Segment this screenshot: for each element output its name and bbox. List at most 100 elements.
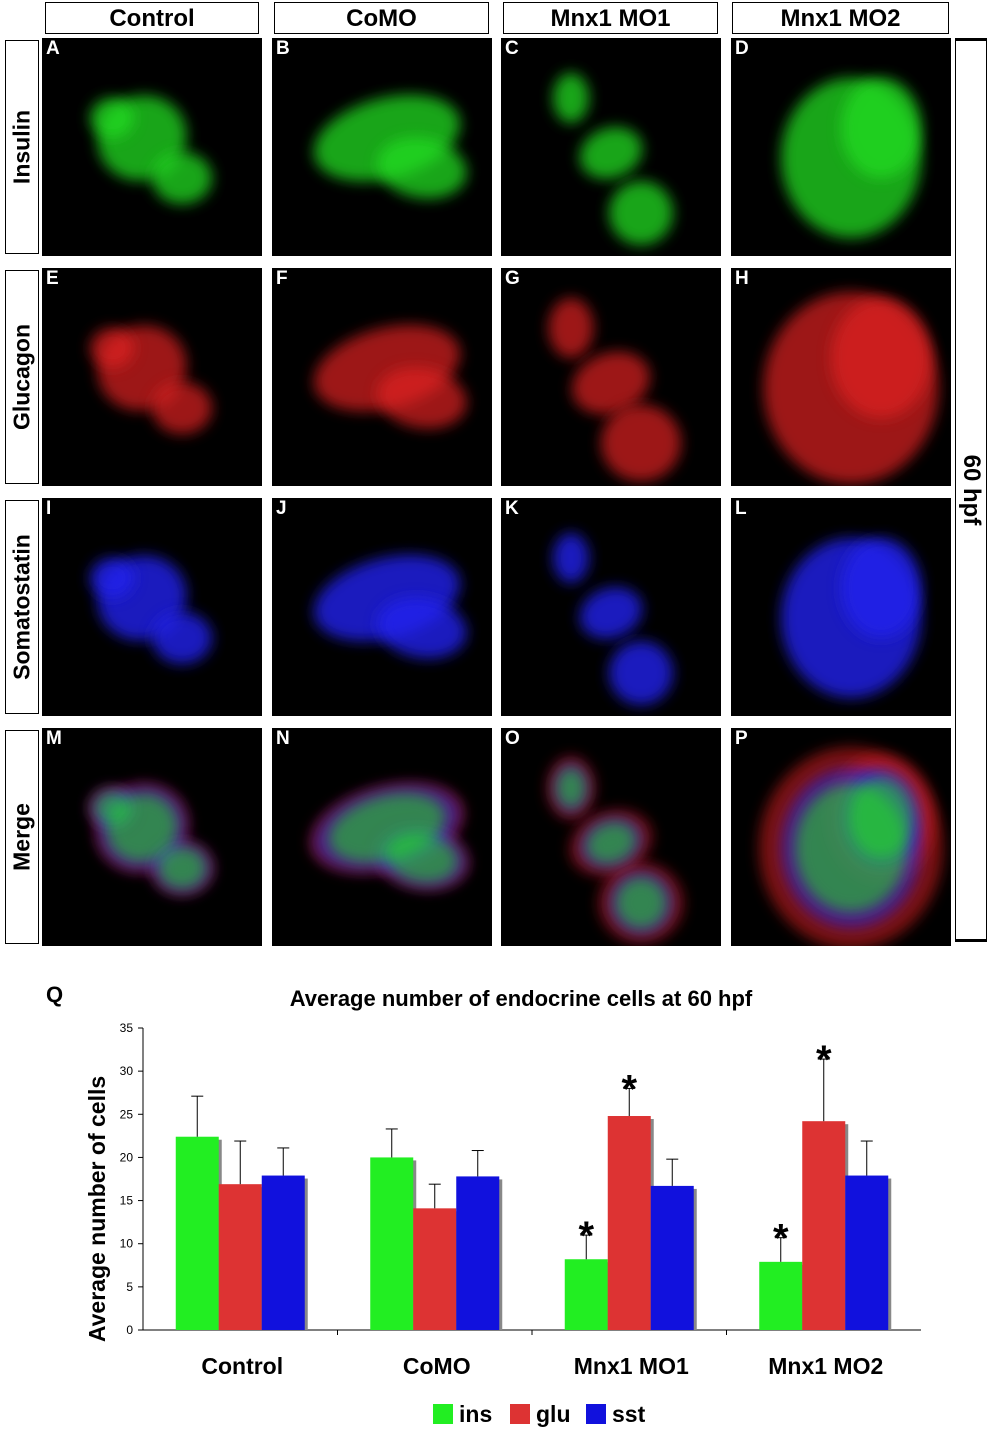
- signal-blob: [841, 538, 921, 638]
- micrograph-image: [781, 78, 921, 238]
- y-tick-label: 0: [126, 1323, 133, 1337]
- micrograph-image: [313, 324, 467, 429]
- column-header-3: Mnx1 MO2: [732, 2, 949, 34]
- column-header-1: CoMO: [274, 2, 489, 34]
- micrograph-image: [759, 747, 943, 946]
- y-tick-label: 35: [120, 1021, 134, 1035]
- signal-blob: [90, 328, 134, 368]
- micrograph-image: [763, 292, 939, 484]
- stage-label: 60 hpf: [958, 454, 985, 526]
- micrograph-panel: H: [731, 268, 951, 486]
- signal-blob: [152, 382, 212, 434]
- signal-blob: [90, 558, 134, 598]
- signal-blob: [548, 298, 594, 358]
- panel-letter: L: [735, 498, 747, 519]
- micrograph-panel: A: [42, 38, 262, 256]
- significance-star: *: [621, 1067, 637, 1111]
- panel-letter: N: [276, 728, 290, 749]
- bar-ins: [564, 1259, 608, 1330]
- micrograph-panel: L: [731, 498, 951, 716]
- micrograph-panel: K: [501, 498, 721, 716]
- legend-swatch-sst: [586, 1404, 606, 1424]
- micrograph-image: [553, 73, 673, 245]
- panel-letter: G: [505, 268, 520, 289]
- panel-letter: J: [276, 498, 287, 519]
- micrograph-image: [547, 756, 683, 944]
- micrograph-image: [90, 555, 212, 664]
- signal-blob: [831, 298, 931, 418]
- panel-letter: C: [505, 38, 519, 59]
- legend-label-sst: sst: [612, 1401, 646, 1427]
- bar-sst: [261, 1175, 305, 1330]
- micrograph-image: [313, 554, 467, 659]
- bar-ins: [370, 1157, 414, 1330]
- y-tick-label: 30: [120, 1064, 134, 1078]
- panel-letter: I: [46, 498, 52, 519]
- row-label-3: Merge: [5, 730, 39, 944]
- row-label-1: Glucagon: [5, 270, 39, 484]
- row-label-text: Insulin: [8, 109, 35, 185]
- micrograph-image: [781, 538, 921, 698]
- signal-blob: [377, 137, 467, 199]
- bar-ins: [175, 1136, 219, 1330]
- signal-blob: [849, 778, 913, 858]
- row-label-text: Merge: [8, 803, 35, 871]
- signal-blob: [152, 152, 212, 204]
- significance-star: *: [816, 1038, 832, 1082]
- panel-letter: P: [735, 728, 748, 749]
- signal-blob: [158, 847, 206, 889]
- column-header-2: Mnx1 MO1: [503, 2, 718, 34]
- panel-letter: E: [46, 268, 59, 289]
- micrograph-image: [90, 95, 212, 204]
- bar-ins: [759, 1261, 803, 1330]
- bar-glu: [607, 1116, 651, 1330]
- micrograph-panel: I: [42, 498, 262, 716]
- signal-blob: [615, 877, 667, 929]
- micrograph-panel: F: [272, 268, 492, 486]
- stage-bracket: 60 hpf: [955, 38, 987, 942]
- panel-letter: M: [46, 728, 62, 749]
- x-tick-label: Mnx1 MO1: [574, 1353, 689, 1379]
- micrograph-panel: O: [501, 728, 721, 946]
- row-label-text: Somatostatin: [8, 534, 35, 680]
- y-tick-label: 25: [120, 1107, 134, 1121]
- significance-star: *: [578, 1214, 594, 1258]
- y-tick-label: 5: [126, 1280, 133, 1294]
- signal-blob: [579, 587, 643, 639]
- signal-blob: [579, 127, 643, 179]
- micrograph-panel: J: [272, 498, 492, 716]
- bar-sst: [456, 1176, 500, 1330]
- signal-blob: [841, 78, 921, 178]
- signal-blob: [377, 597, 467, 659]
- significance-star: *: [773, 1217, 789, 1261]
- panel-letter: B: [276, 38, 290, 59]
- row-label-0: Insulin: [5, 40, 39, 254]
- signal-blob: [601, 404, 681, 482]
- micrograph-panel: N: [272, 728, 492, 946]
- signal-blob: [572, 351, 650, 415]
- y-tick-label: 15: [120, 1194, 134, 1208]
- panel-letter: K: [505, 498, 519, 519]
- signal-blob: [553, 73, 589, 123]
- y-axis-label: Average number of cells: [84, 1076, 110, 1342]
- signal-blob: [377, 367, 467, 429]
- row-label-text: Glucagon: [8, 323, 35, 431]
- micrograph-panel: G: [501, 268, 721, 486]
- signal-blob: [386, 833, 458, 883]
- signal-blob: [585, 822, 637, 864]
- micrograph-image: [553, 533, 673, 705]
- column-header-0: Control: [45, 2, 259, 34]
- chart-title: Average number of endocrine cells at 60 …: [290, 986, 753, 1011]
- panel-letter: H: [735, 268, 749, 289]
- micrograph-panel: M: [42, 728, 262, 946]
- panel-letter: A: [46, 38, 60, 59]
- chart-panel-letter: Q: [46, 982, 64, 1007]
- bar-glu: [413, 1208, 457, 1330]
- micrograph-panel: B: [272, 38, 492, 256]
- micrograph-panel: P: [731, 728, 951, 946]
- signal-blob: [94, 792, 130, 824]
- signal-blob: [152, 612, 212, 664]
- bar-glu: [218, 1184, 262, 1330]
- micrograph-image: [310, 782, 469, 891]
